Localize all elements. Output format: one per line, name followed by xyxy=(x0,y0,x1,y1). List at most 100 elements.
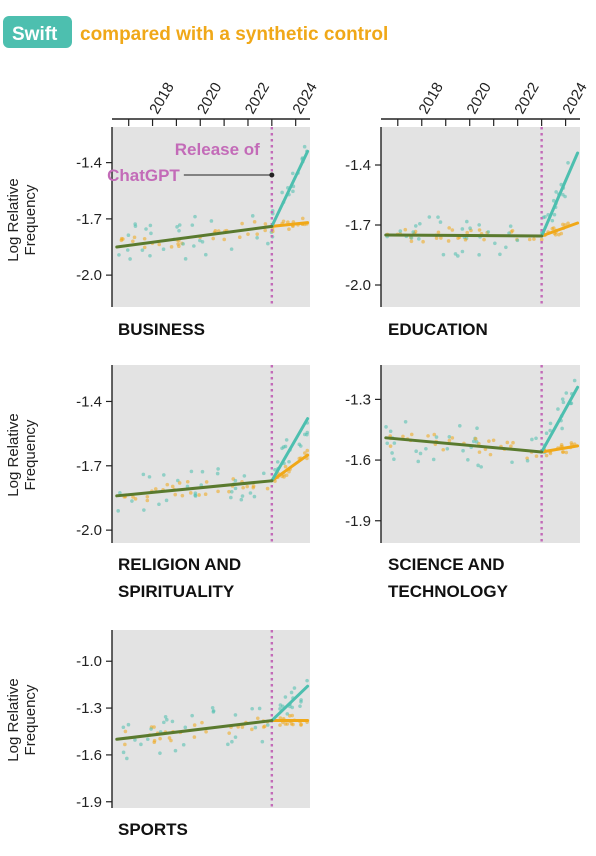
swift-dot xyxy=(436,215,440,219)
control-dot xyxy=(284,473,289,478)
swift-dot xyxy=(290,705,295,710)
swift-dot xyxy=(117,253,121,257)
control-dot xyxy=(421,239,425,244)
control-dot xyxy=(157,242,162,247)
swift-dot xyxy=(148,223,153,228)
swift-dot xyxy=(525,458,530,463)
control-dot xyxy=(185,479,190,484)
control-dot xyxy=(539,237,544,242)
y-tick-label: -1.0 xyxy=(76,653,102,670)
swift-dot xyxy=(229,247,234,251)
swift-dot xyxy=(175,225,179,229)
control-dot xyxy=(123,742,127,747)
swift-dot xyxy=(215,471,220,476)
swift-dot xyxy=(458,423,462,428)
control-dot xyxy=(505,440,510,445)
swift-dot xyxy=(226,742,230,747)
swift-dot xyxy=(285,712,290,716)
swift-dot xyxy=(242,474,247,478)
y-axis-label: Log Relative Frequency xyxy=(5,413,39,496)
swift-dot xyxy=(572,378,577,383)
swift-dot xyxy=(183,257,188,261)
panel-title: BUSINESS xyxy=(118,320,205,339)
control-dot xyxy=(265,486,270,491)
control-dot xyxy=(263,228,267,233)
swift-dot xyxy=(280,190,284,195)
control-dot xyxy=(561,450,566,454)
control-dot xyxy=(388,444,393,448)
control-dot xyxy=(251,484,256,488)
swift-dot xyxy=(141,472,146,477)
swift-dot xyxy=(475,426,479,431)
swift-dot xyxy=(253,725,258,730)
control-dot xyxy=(473,436,478,441)
swift-dot xyxy=(189,469,194,474)
swift-dot xyxy=(416,459,421,464)
swift-dot xyxy=(291,189,295,194)
control-dot xyxy=(204,480,209,484)
control-dot xyxy=(561,222,565,227)
control-dot xyxy=(132,235,137,240)
swift-post-trend-line xyxy=(540,151,580,238)
control-dot xyxy=(401,434,405,439)
swift-dot xyxy=(471,439,476,444)
swift-dot xyxy=(265,723,270,727)
swift-dot xyxy=(128,257,132,261)
swift-dot xyxy=(177,223,182,227)
swift-dot xyxy=(460,227,465,231)
swift-dot xyxy=(181,742,186,747)
panel-sports: -1.0 -1.3 -1.6 -1.9 Log Relative Frequency SPO… xyxy=(5,630,310,839)
swift-dot xyxy=(162,720,166,725)
swift-dot xyxy=(289,690,294,695)
swift-dot xyxy=(385,441,390,446)
y-axis-label-line: Frequency xyxy=(22,419,39,490)
control-dot xyxy=(250,727,254,732)
title-rest: compared with a synthetic control xyxy=(80,24,388,45)
control-dot xyxy=(240,725,245,729)
y-tick-label: -1.9 xyxy=(76,794,102,811)
swift-dot xyxy=(173,748,178,753)
swift-dot xyxy=(261,471,266,476)
swift-dot xyxy=(556,407,560,411)
swift-dot xyxy=(149,231,153,236)
control-post-trend-line xyxy=(540,444,580,454)
x-tick-label: 2018 xyxy=(146,80,177,117)
y-axis-label-line: Frequency xyxy=(22,684,39,755)
control-dot xyxy=(441,447,446,452)
control-dot xyxy=(290,713,295,718)
control-dot xyxy=(477,450,482,454)
swift-dot xyxy=(438,220,443,224)
swift-dot xyxy=(474,440,479,444)
y-tick-label: -1.7 xyxy=(76,211,102,228)
control-dot xyxy=(133,497,138,501)
swift-dot xyxy=(133,222,137,226)
y-tick-label: -2.0 xyxy=(76,267,102,284)
control-dot xyxy=(180,493,185,498)
swift-dot xyxy=(409,236,414,240)
swift-dot xyxy=(149,727,153,731)
swift-dot xyxy=(216,467,220,471)
swift-dot xyxy=(118,490,122,495)
control-dot xyxy=(409,239,414,244)
control-dot xyxy=(188,491,193,495)
control-dot xyxy=(544,453,549,458)
control-dot xyxy=(302,451,307,455)
control-dot xyxy=(439,236,443,240)
swift-post-trend-line xyxy=(270,684,310,723)
swift-dot xyxy=(147,475,152,479)
swift-dot xyxy=(190,223,195,227)
control-dot xyxy=(227,489,231,494)
control-dot xyxy=(450,436,455,440)
swift-dot xyxy=(441,252,446,257)
pre-trend-line xyxy=(115,224,274,249)
swift-dot xyxy=(209,219,214,223)
control-dot xyxy=(286,220,290,224)
control-dot xyxy=(237,235,242,239)
swift-dot xyxy=(252,494,257,499)
swift-dot xyxy=(493,241,497,246)
swift-dot xyxy=(476,463,480,468)
swift-dot xyxy=(424,446,428,451)
y-axis-label-line: Log Relative xyxy=(5,413,22,496)
swift-dot xyxy=(418,221,422,226)
control-dot xyxy=(300,216,305,221)
